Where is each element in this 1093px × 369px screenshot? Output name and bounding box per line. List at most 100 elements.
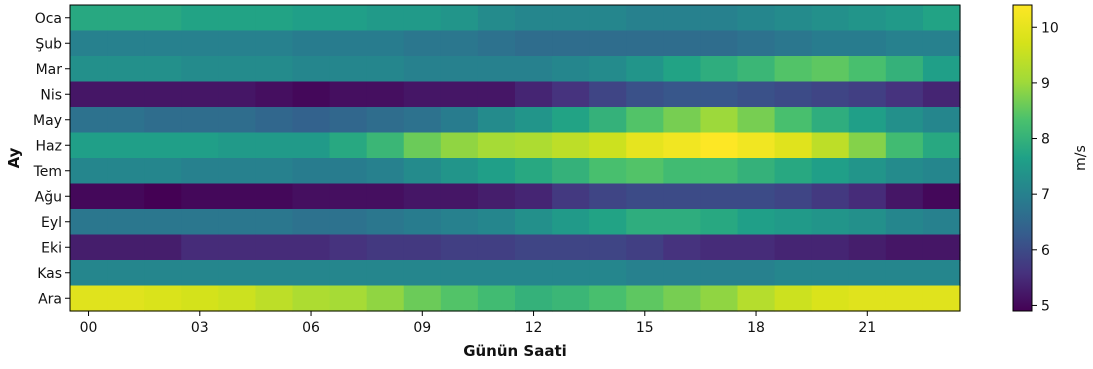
- heatmap-cell: [218, 56, 257, 83]
- y-tick-label: Eyl: [41, 215, 62, 231]
- heatmap-cell: [403, 158, 442, 185]
- heatmap-cell: [774, 30, 813, 57]
- heatmap-cell: [922, 234, 961, 261]
- heatmap-cell: [552, 5, 590, 32]
- heatmap-cell: [515, 107, 553, 134]
- heatmap-cell: [811, 30, 850, 57]
- heatmap-cell: [366, 209, 405, 236]
- y-axis: Oca Şub Mar Nis May Haz Tem Ağu Eyl Eki Kas Ara: [33, 11, 70, 307]
- heatmap-cell: [737, 5, 776, 32]
- heatmap-cell: [589, 285, 627, 312]
- heatmap-cell: [366, 56, 405, 83]
- plot-frame: [69, 4, 961, 312]
- heatmap-cell: [922, 183, 961, 210]
- y-tick-label: Ara: [38, 291, 62, 307]
- heatmap-cell: [403, 183, 442, 210]
- heatmap-cell: [626, 260, 664, 287]
- heatmap-cell: [70, 158, 108, 185]
- heatmap-cell: [626, 5, 664, 32]
- heatmap-cell: [107, 81, 145, 108]
- heatmap-cell: [255, 5, 294, 32]
- heatmap-cell: [922, 132, 961, 159]
- heatmap-cell: [700, 183, 739, 210]
- heatmap-cell: [515, 183, 553, 210]
- heatmap-cell: [663, 30, 702, 57]
- heatmap-cell: [589, 183, 627, 210]
- heatmap-cell: [107, 234, 145, 261]
- heatmap-cell: [181, 260, 219, 287]
- heatmap-cell: [181, 209, 219, 236]
- heatmap-cell: [181, 81, 219, 108]
- heatmap-cell: [107, 285, 145, 312]
- heatmap-cell: [589, 234, 627, 261]
- heatmap-cell: [589, 132, 627, 159]
- heatmap-cell: [366, 5, 405, 32]
- y-tick-label: Tem: [33, 164, 62, 180]
- heatmap-cell: [477, 107, 516, 134]
- heatmap-cell: [403, 5, 442, 32]
- heatmap-cell: [663, 132, 702, 159]
- heatmap-cell: [292, 56, 331, 83]
- heatmap-cell: [663, 285, 702, 312]
- heatmap-cell: [885, 81, 924, 108]
- heatmap-cell: [885, 30, 924, 57]
- heatmap-cell: [366, 234, 405, 261]
- heatmap-cell: [626, 30, 664, 57]
- heatmap-cell: [589, 209, 627, 236]
- heatmap-cell: [107, 30, 145, 57]
- heatmap-cell: [107, 260, 145, 287]
- heatmap-cell: [329, 107, 368, 134]
- heatmap-cell: [181, 5, 219, 32]
- heatmap-cell: [440, 158, 479, 185]
- heatmap-cell: [626, 158, 664, 185]
- heatmap-cell: [774, 132, 813, 159]
- heatmap-cell: [144, 56, 182, 83]
- heatmap-cell: [181, 107, 219, 134]
- heatmap-cell: [922, 209, 961, 236]
- heatmap-cell: [403, 260, 442, 287]
- heatmap-cell: [589, 158, 627, 185]
- heatmap-cell: [515, 5, 553, 32]
- y-tick-label: Haz: [36, 138, 62, 154]
- heatmap-cell: [922, 285, 961, 312]
- heatmap-cell: [774, 5, 813, 32]
- heatmap-cell: [848, 81, 887, 108]
- heatmap-cell: [477, 5, 516, 32]
- x-tick-label: 15: [636, 320, 654, 336]
- heatmap-cell: [663, 107, 702, 134]
- heatmap-cell: [70, 260, 108, 287]
- y-tick-label: Ağu: [35, 189, 62, 205]
- heatmap-cell: [218, 234, 257, 261]
- heatmap-cell: [552, 285, 590, 312]
- heatmap-cell: [477, 234, 516, 261]
- heatmap-cell: [737, 30, 776, 57]
- heatmap-cell: [552, 132, 590, 159]
- heatmap-cell: [403, 56, 442, 83]
- colorbar-label: m/s: [1073, 145, 1089, 171]
- heatmap-cell: [922, 30, 961, 57]
- heatmap-cell: [366, 285, 405, 312]
- heatmap-cell: [626, 209, 664, 236]
- heatmap-cell: [255, 81, 294, 108]
- heatmap-cell: [218, 158, 257, 185]
- heatmap-cell: [774, 158, 813, 185]
- heatmap-cell: [515, 30, 553, 57]
- heatmap-cell: [107, 132, 145, 159]
- heatmap-cell: [811, 56, 850, 83]
- heatmap-cell: [181, 183, 219, 210]
- heatmap-cell: [848, 107, 887, 134]
- heatmap-cell: [885, 158, 924, 185]
- heatmap-cell: [70, 132, 108, 159]
- heatmap-cell: [218, 5, 257, 32]
- heatmap-cell: [700, 56, 739, 83]
- heatmap-cell: [515, 81, 553, 108]
- colorbar-tick-label: 7: [1041, 187, 1050, 203]
- heatmap-cell: [255, 158, 294, 185]
- y-axis-label: Ay: [5, 147, 23, 168]
- heatmap-cell: [366, 183, 405, 210]
- heatmap-cell: [329, 132, 368, 159]
- heatmap-cell: [848, 183, 887, 210]
- heatmap-cell: [255, 234, 294, 261]
- heatmap-cell: [292, 107, 331, 134]
